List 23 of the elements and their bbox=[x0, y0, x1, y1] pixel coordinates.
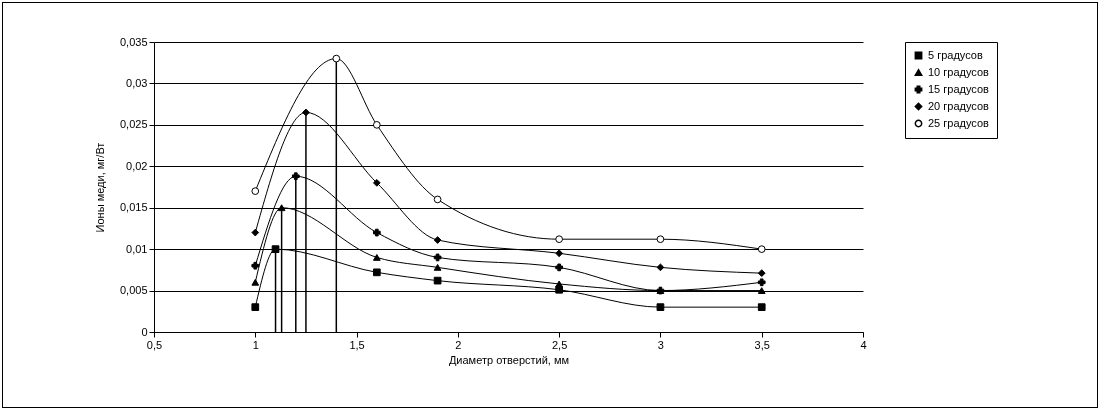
y-tick-label: 0,025 bbox=[119, 118, 148, 131]
legend-label: 10 градусов bbox=[928, 65, 990, 78]
legend-label: 15 градусов bbox=[928, 82, 990, 95]
y-tick-label: 0 bbox=[141, 325, 148, 338]
x-tick-label: 0,5 bbox=[146, 338, 163, 351]
legend-label: 25 градусов bbox=[928, 116, 990, 129]
x-tick-label: 2 bbox=[455, 338, 462, 351]
y-tick-label: 0,01 bbox=[126, 242, 148, 255]
y-tick-label: 0,015 bbox=[119, 201, 148, 214]
legend-label: 5 градусов bbox=[928, 48, 983, 61]
x-tick-label: 2,5 bbox=[551, 338, 568, 351]
y-tick-label: 0,005 bbox=[119, 284, 148, 297]
x-tick-label: 3,5 bbox=[754, 338, 770, 351]
x-tick-label: 4 bbox=[860, 338, 867, 351]
x-axis-title: Диаметр отверстий, мм bbox=[448, 353, 570, 366]
x-tick-label: 1,5 bbox=[349, 338, 365, 351]
y-tick-label: 0,03 bbox=[126, 76, 148, 89]
y-tick-label: 0,02 bbox=[126, 159, 148, 172]
y-tick-label: 0,035 bbox=[119, 35, 148, 48]
legend-label: 20 градусов bbox=[928, 99, 990, 112]
x-tick-label: 1 bbox=[252, 338, 259, 351]
x-tick-label: 3 bbox=[657, 338, 664, 351]
y-axis-title: Ионы меди, мг/Вт bbox=[93, 142, 106, 233]
